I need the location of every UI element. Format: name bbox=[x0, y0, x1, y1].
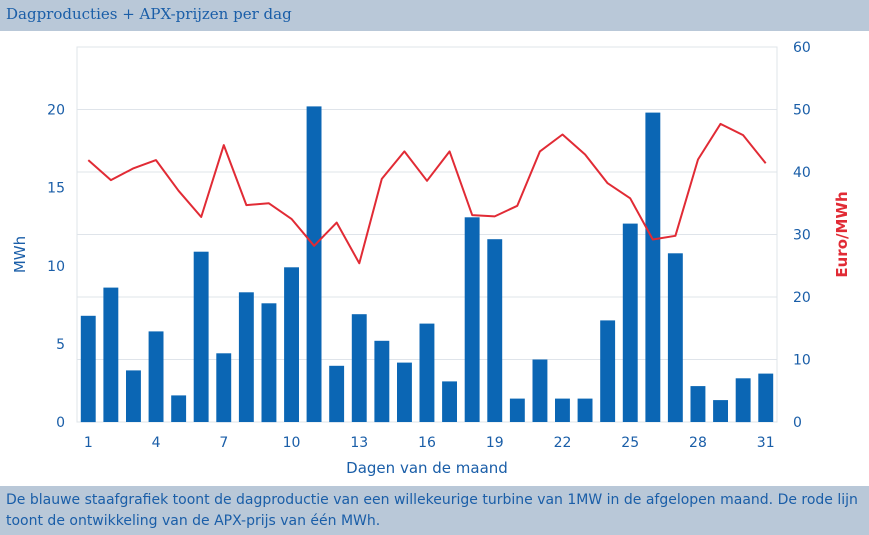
bar bbox=[735, 378, 751, 423]
caption-bar: De blauwe staafgrafiek toont de dagprodu… bbox=[0, 486, 869, 535]
y-right-tick-label: 40 bbox=[793, 165, 811, 181]
bar bbox=[329, 365, 345, 423]
x-tick-label: 31 bbox=[757, 435, 775, 451]
y-right-tick-label: 20 bbox=[793, 290, 811, 306]
x-tick-label: 4 bbox=[152, 435, 161, 451]
bar bbox=[713, 400, 728, 422]
bar bbox=[464, 217, 480, 422]
bar bbox=[645, 112, 661, 422]
bar bbox=[193, 251, 209, 422]
bar bbox=[509, 398, 525, 422]
bar bbox=[216, 353, 232, 423]
bar bbox=[374, 340, 390, 423]
bar bbox=[622, 223, 638, 422]
y-right-tick-label: 30 bbox=[793, 228, 811, 244]
x-tick-label: 22 bbox=[554, 435, 572, 451]
y-right-tick-label: 0 bbox=[793, 415, 802, 431]
x-tick-label: 19 bbox=[486, 435, 504, 451]
y-left-axis-title: MWh bbox=[11, 236, 29, 273]
bar bbox=[103, 287, 119, 422]
bar bbox=[532, 359, 548, 422]
x-tick-label: 13 bbox=[350, 435, 368, 451]
bar bbox=[284, 267, 299, 422]
bar bbox=[171, 395, 187, 422]
chart-caption: De blauwe staafgrafiek toont de dagprodu… bbox=[6, 492, 858, 529]
bar bbox=[555, 398, 570, 422]
bar bbox=[126, 370, 141, 422]
chart-title: Dagproducties + APX-prijzen per dag bbox=[6, 5, 292, 23]
y-right-tick-label: 60 bbox=[793, 40, 811, 56]
x-tick-label: 7 bbox=[219, 435, 228, 451]
bar bbox=[758, 373, 774, 422]
x-tick-label: 28 bbox=[689, 435, 707, 451]
bar bbox=[419, 323, 435, 422]
price-line bbox=[87, 122, 767, 265]
x-tick-label: 1 bbox=[84, 435, 93, 451]
y-right-tick-label: 50 bbox=[793, 103, 811, 119]
y-left-tick-label: 20 bbox=[47, 103, 65, 119]
y-left-tick-label: 5 bbox=[56, 337, 65, 353]
y-left-tick-label: 15 bbox=[47, 181, 65, 197]
bar bbox=[351, 314, 367, 422]
y-left-tick-label: 0 bbox=[56, 415, 65, 431]
x-tick-label: 25 bbox=[621, 435, 639, 451]
chart-panel: 0 5 10 15 20 0 10 20 30 40 50 60 1 4 7 10 13 16 19 22 25 28 31… bbox=[0, 31, 869, 486]
bar bbox=[667, 253, 683, 423]
bar bbox=[600, 320, 616, 422]
y-right-axis-title: Euro/MWh bbox=[833, 191, 851, 277]
y-left-tick-label: 10 bbox=[47, 259, 65, 275]
y-right-tick-label: 10 bbox=[793, 353, 811, 369]
bar bbox=[487, 239, 503, 422]
title-bar: Dagproducties + APX-prijzen per dag bbox=[0, 0, 869, 31]
bar bbox=[397, 362, 412, 422]
x-tick-label: 16 bbox=[418, 435, 436, 451]
bar bbox=[442, 381, 457, 422]
bar bbox=[306, 106, 322, 423]
bar bbox=[80, 315, 96, 423]
bar bbox=[148, 331, 164, 422]
x-axis-title: Dagen van de maand bbox=[346, 459, 508, 477]
bar bbox=[261, 303, 277, 423]
bar bbox=[577, 398, 593, 422]
chart-svg: 0 5 10 15 20 0 10 20 30 40 50 60 1 4 7 10 13 16 19 22 25 28 31… bbox=[11, 40, 851, 477]
bar bbox=[238, 292, 254, 422]
x-tick-label: 10 bbox=[283, 435, 301, 451]
bar bbox=[690, 386, 706, 422]
